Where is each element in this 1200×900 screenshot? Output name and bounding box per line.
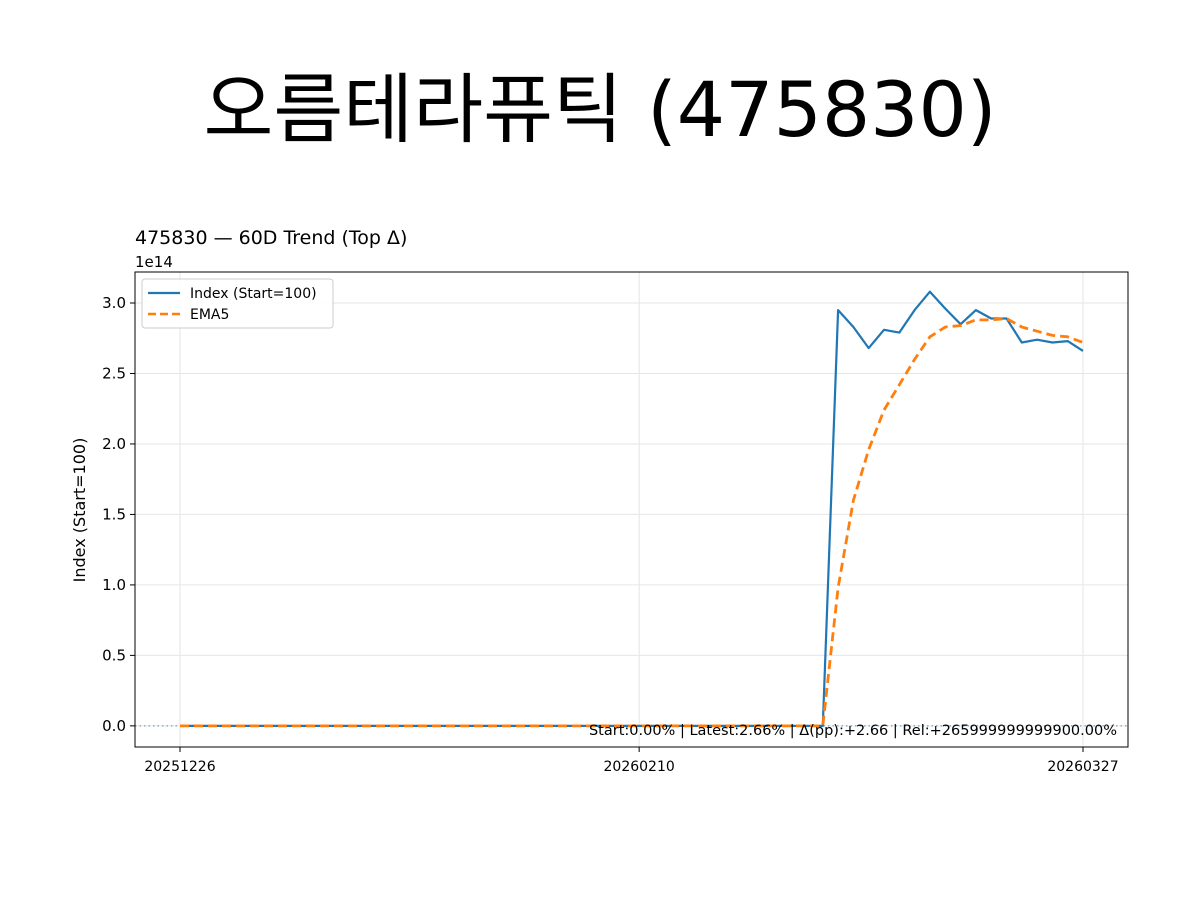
plot-frame xyxy=(134,271,1129,748)
summary-annotation: Start:0.00% | Latest:2.66% | Δ(pp):+2.66… xyxy=(589,723,1117,739)
legend-entry-ema5: EMA5 xyxy=(190,307,229,323)
grid xyxy=(135,272,1128,747)
y-tick-label: 3.0 xyxy=(102,294,126,312)
x-tick-label: 20260210 xyxy=(604,759,675,775)
x-axis: 20251226 20260210 20260327 xyxy=(144,747,1119,775)
y-tick-label: 0.5 xyxy=(102,646,126,664)
legend: Index (Start=100) EMA5 xyxy=(141,278,334,329)
y-tick-label: 0.0 xyxy=(102,717,126,735)
series-line-ema5 xyxy=(180,317,1084,728)
chart-title: 475830 — 60D Trend (Top Δ) xyxy=(135,227,407,249)
x-tick-label: 20251226 xyxy=(144,759,215,775)
page-title: 오름테라퓨틱 (475830) xyxy=(203,65,997,154)
y-tick-label: 2.5 xyxy=(102,364,126,382)
y-tick-label: 1.5 xyxy=(102,505,126,523)
legend-box xyxy=(141,278,334,329)
y-axis: 0.0 0.5 1.0 1.5 2.0 2.5 3.0 xyxy=(102,294,135,735)
y-tick-label: 2.0 xyxy=(102,435,126,453)
y-offset-label: 1e14 xyxy=(135,253,173,271)
series-line-index xyxy=(180,290,1084,727)
legend-entry-index: Index (Start=100) xyxy=(190,286,317,302)
series-layer xyxy=(180,290,1084,728)
y-tick-label: 1.0 xyxy=(102,576,126,594)
x-tick-label: 20260327 xyxy=(1047,759,1118,775)
y-axis-label: Index (Start=100) xyxy=(70,438,89,583)
